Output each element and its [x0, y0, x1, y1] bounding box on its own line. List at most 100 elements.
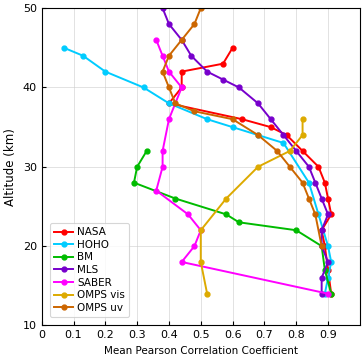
- OMPS uv: [179, 38, 184, 42]
- NASA: [329, 292, 333, 296]
- HOHO: [326, 244, 330, 248]
- OMPS vis: [199, 228, 203, 233]
- Line: OMPS uv: OMPS uv: [160, 6, 324, 248]
- BM: [145, 149, 149, 153]
- BM: [294, 228, 298, 233]
- OMPS vis: [256, 165, 260, 169]
- MLS: [313, 180, 317, 185]
- Line: BM: BM: [131, 148, 334, 296]
- HOHO: [62, 46, 66, 50]
- MLS: [294, 149, 298, 153]
- OMPS uv: [307, 196, 311, 201]
- BM: [173, 196, 178, 201]
- OMPS uv: [320, 244, 324, 248]
- NASA: [285, 133, 289, 137]
- HOHO: [323, 292, 327, 296]
- NASA: [323, 180, 327, 185]
- BM: [237, 220, 241, 225]
- SABER: [167, 69, 171, 74]
- OMPS vis: [224, 196, 228, 201]
- SABER: [179, 260, 184, 264]
- NASA: [323, 244, 327, 248]
- HOHO: [307, 180, 311, 185]
- HOHO: [316, 212, 321, 216]
- HOHO: [281, 141, 286, 145]
- OMPS uv: [300, 180, 305, 185]
- OMPS uv: [173, 101, 178, 105]
- HOHO: [326, 276, 330, 280]
- SABER: [167, 117, 171, 121]
- Line: OMPS vis: OMPS vis: [198, 117, 305, 296]
- MLS: [281, 133, 286, 137]
- Line: NASA: NASA: [166, 45, 334, 296]
- OMPS uv: [230, 117, 235, 121]
- NASA: [179, 69, 184, 74]
- OMPS uv: [199, 6, 203, 10]
- NASA: [240, 117, 244, 121]
- MLS: [167, 22, 171, 26]
- MLS: [179, 38, 184, 42]
- NASA: [230, 46, 235, 50]
- OMPS uv: [167, 85, 171, 90]
- OMPS uv: [167, 54, 171, 58]
- MLS: [189, 54, 193, 58]
- HOHO: [103, 69, 107, 74]
- SABER: [154, 38, 158, 42]
- Line: HOHO: HOHO: [62, 45, 334, 296]
- MLS: [326, 212, 330, 216]
- NASA: [167, 101, 171, 105]
- HOHO: [167, 101, 171, 105]
- HOHO: [256, 133, 260, 137]
- MLS: [237, 85, 241, 90]
- MLS: [320, 228, 324, 233]
- OMPS uv: [161, 69, 165, 74]
- Line: MLS: MLS: [160, 6, 331, 296]
- MLS: [161, 6, 165, 10]
- OMPS uv: [288, 165, 292, 169]
- OMPS vis: [205, 292, 209, 296]
- BM: [329, 292, 333, 296]
- MLS: [326, 260, 330, 264]
- BM: [224, 212, 228, 216]
- MLS: [320, 292, 324, 296]
- NASA: [316, 165, 321, 169]
- SABER: [186, 212, 190, 216]
- Line: SABER: SABER: [154, 37, 331, 296]
- SABER: [161, 54, 165, 58]
- HOHO: [230, 125, 235, 129]
- NASA: [326, 268, 330, 272]
- NASA: [300, 149, 305, 153]
- NASA: [179, 85, 184, 90]
- OMPS uv: [192, 109, 197, 113]
- OMPS uv: [313, 212, 317, 216]
- SABER: [161, 165, 165, 169]
- BM: [323, 268, 327, 272]
- NASA: [329, 212, 333, 216]
- MLS: [269, 117, 273, 121]
- BM: [132, 180, 136, 185]
- Legend: NASA, HOHO, BM, MLS, SABER, OMPS vis, OMPS uv: NASA, HOHO, BM, MLS, SABER, OMPS vis, OM…: [50, 223, 129, 317]
- MLS: [320, 244, 324, 248]
- OMPS uv: [275, 149, 279, 153]
- SABER: [179, 85, 184, 90]
- NASA: [320, 228, 324, 233]
- OMPS vis: [199, 260, 203, 264]
- NASA: [326, 196, 330, 201]
- Y-axis label: Altitude (km): Altitude (km): [4, 128, 17, 206]
- SABER: [192, 244, 197, 248]
- HOHO: [329, 260, 333, 264]
- X-axis label: Mean Pearson Correlation Coefficient: Mean Pearson Correlation Coefficient: [104, 346, 298, 356]
- OMPS vis: [300, 117, 305, 121]
- HOHO: [81, 54, 85, 58]
- BM: [135, 165, 139, 169]
- NASA: [269, 125, 273, 129]
- HOHO: [141, 85, 146, 90]
- OMPS uv: [192, 22, 197, 26]
- MLS: [205, 69, 209, 74]
- OMPS vis: [288, 149, 292, 153]
- BM: [320, 244, 324, 248]
- SABER: [154, 188, 158, 193]
- SABER: [326, 292, 330, 296]
- MLS: [221, 77, 225, 82]
- SABER: [199, 228, 203, 233]
